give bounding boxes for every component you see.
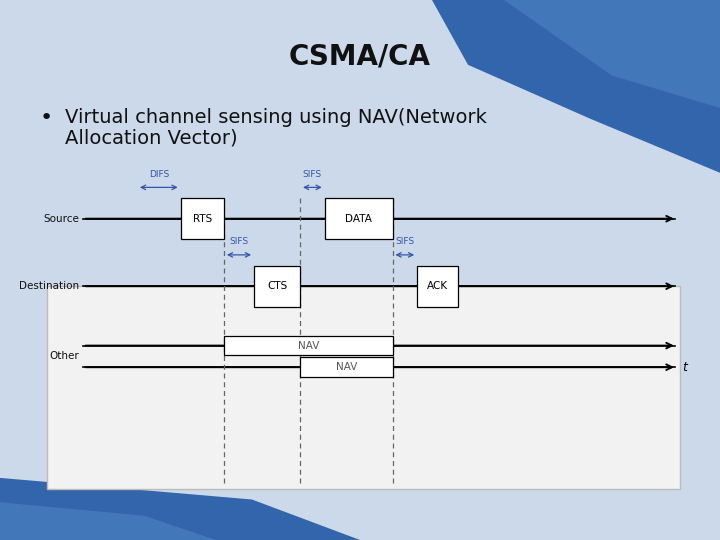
Text: DATA: DATA xyxy=(345,214,372,224)
Polygon shape xyxy=(504,0,720,108)
Polygon shape xyxy=(0,478,360,540)
Text: SIFS: SIFS xyxy=(395,237,415,246)
Bar xyxy=(325,198,392,239)
Text: t: t xyxy=(683,361,688,374)
Text: RTS: RTS xyxy=(193,214,212,224)
Text: ACK: ACK xyxy=(427,281,448,291)
Text: SIFS: SIFS xyxy=(230,237,248,246)
Text: CSMA/CA: CSMA/CA xyxy=(289,43,431,71)
Text: Destination: Destination xyxy=(19,281,79,291)
Text: Other: Other xyxy=(50,352,79,361)
Text: Allocation Vector): Allocation Vector) xyxy=(65,129,238,147)
Text: •: • xyxy=(40,108,53,128)
Text: NAV: NAV xyxy=(336,362,357,372)
Text: NAV: NAV xyxy=(297,341,319,350)
Text: SIFS: SIFS xyxy=(303,170,322,179)
Text: Virtual channel sensing using NAV(Network: Virtual channel sensing using NAV(Networ… xyxy=(65,108,487,127)
Bar xyxy=(254,266,300,307)
Bar xyxy=(224,336,392,355)
Text: DIFS: DIFS xyxy=(148,170,169,179)
Bar xyxy=(417,266,458,307)
Text: Source: Source xyxy=(43,214,79,224)
Bar xyxy=(300,357,392,377)
Bar xyxy=(181,198,224,239)
Text: CTS: CTS xyxy=(267,281,287,291)
Bar xyxy=(47,286,680,489)
Polygon shape xyxy=(432,0,720,173)
Polygon shape xyxy=(0,502,216,540)
